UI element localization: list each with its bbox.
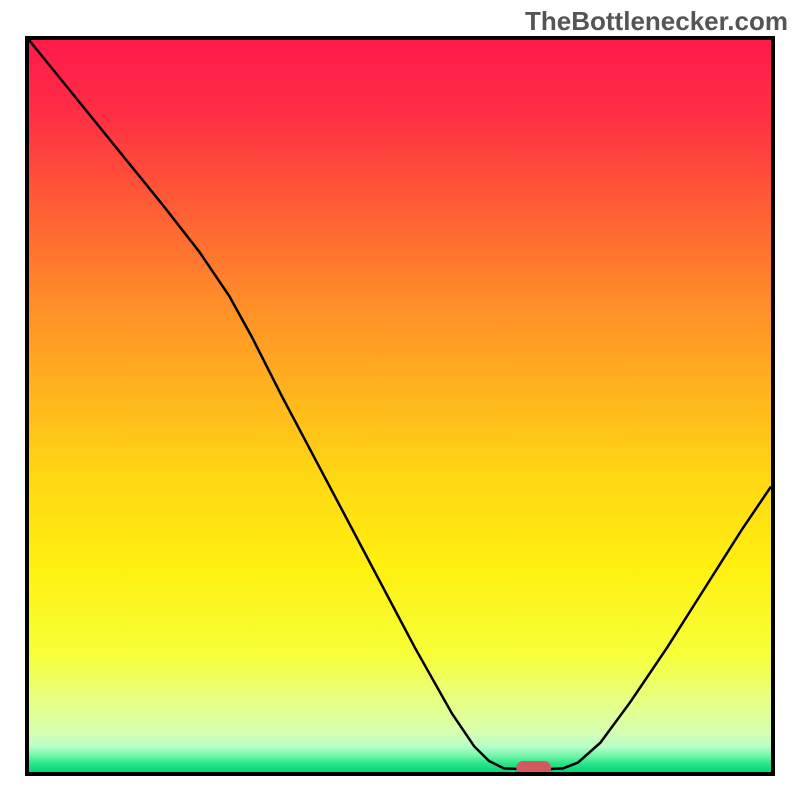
curve-path	[29, 40, 771, 770]
optimal-point-marker	[516, 761, 552, 775]
bottleneck-curve	[29, 40, 771, 772]
chart-container: TheBottlenecker.com	[0, 0, 800, 800]
watermark-text: TheBottlenecker.com	[525, 6, 788, 37]
plot-frame	[25, 36, 775, 776]
